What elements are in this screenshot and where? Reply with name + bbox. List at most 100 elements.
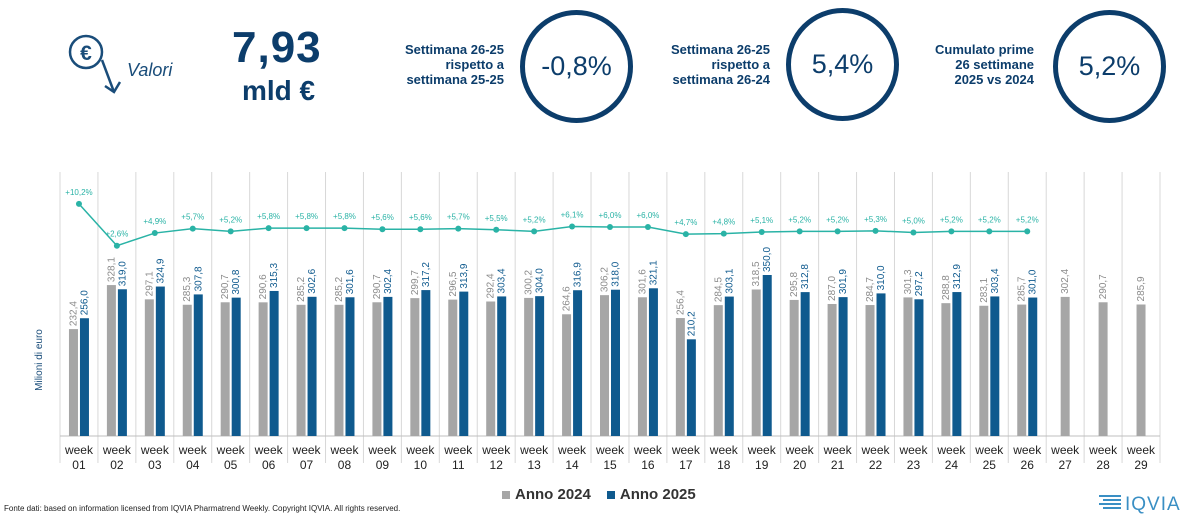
x-tick-label: week (216, 443, 246, 457)
bar-label-2024: 288,8 (941, 275, 952, 300)
x-tick-label: 06 (262, 458, 276, 472)
growth-label: +5,7% (447, 213, 470, 222)
growth-point (113, 242, 120, 249)
x-tick-label: 16 (641, 458, 655, 472)
kpi-3-circle: 5,2% (1053, 10, 1166, 123)
growth-label: +5,2% (978, 215, 1001, 224)
x-tick-label: week (64, 443, 94, 457)
bar-2024 (637, 297, 647, 436)
growth-point (872, 227, 879, 234)
growth-label: +10,2% (65, 188, 92, 197)
bar-2024 (827, 303, 837, 436)
x-tick-label: week (140, 443, 170, 457)
bar-label-2024: 232,4 (68, 301, 79, 326)
x-tick-label: week (1088, 443, 1118, 457)
bar-2025 (155, 286, 165, 436)
growth-point (151, 230, 158, 237)
x-tick-label: 20 (793, 458, 807, 472)
bar-2025 (345, 297, 355, 436)
growth-line (78, 203, 1028, 247)
x-tick-label: 17 (679, 458, 693, 472)
bar-label-2025: 302,4 (383, 268, 394, 293)
bar-label-2025: 303,1 (724, 268, 735, 293)
growth-point (417, 226, 424, 233)
bar-label-2025: 310,0 (876, 265, 887, 290)
growth-point (379, 226, 386, 233)
growth-point (986, 228, 993, 235)
x-tick-label: week (709, 443, 739, 457)
bar-label-2025: 297,2 (914, 271, 925, 296)
growth-point (493, 226, 500, 233)
growth-point (758, 228, 765, 235)
growth-label: +4,8% (712, 218, 735, 227)
euro-symbol: € (80, 42, 92, 65)
bar-2024 (524, 297, 534, 436)
bar-2024 (1017, 304, 1027, 436)
bar-2025 (1028, 297, 1038, 436)
x-tick-label: week (785, 443, 815, 457)
legend-label-2024: Anno 2024 (515, 486, 591, 503)
valori-label: Valori (127, 60, 173, 80)
bar-label-2024: 297,1 (144, 271, 155, 296)
bar-2025 (497, 296, 507, 436)
growth-point (720, 230, 727, 237)
bar-label-2025: 316,9 (573, 262, 584, 287)
x-tick-label: week (254, 443, 284, 457)
bar-label-2025: 256,0 (79, 290, 90, 315)
bar-label-2025: 315,3 (269, 262, 280, 287)
growth-label: +2,6% (105, 230, 128, 239)
bar-label-2024: 301,3 (903, 269, 914, 294)
bar-label-2024: 264,6 (562, 286, 573, 311)
bar-label-2025: 303,4 (990, 268, 1001, 293)
x-tick-label: week (747, 443, 777, 457)
kpi-1-circle: -0,8% (520, 10, 633, 123)
x-tick-label: 08 (338, 458, 352, 472)
bar-label-2025: 318,0 (611, 261, 622, 286)
bar-2025 (573, 290, 583, 436)
bar-2024 (562, 314, 572, 436)
bar-2025 (611, 289, 620, 436)
bar-2025 (459, 291, 469, 436)
bar-label-2024: 292,4 (486, 273, 497, 298)
x-tick-label: 07 (300, 458, 314, 472)
kpi-2-value: 5,4% (811, 49, 874, 79)
bar-label-2024: 285,2 (334, 276, 345, 301)
bar-2025 (724, 296, 734, 436)
bar-label-2024: 290,7 (372, 274, 383, 299)
growth-label: +5,2% (1016, 215, 1039, 224)
growth-label: +5,2% (523, 215, 546, 224)
bar-label-2025: 300,8 (231, 269, 242, 294)
legend-item-2024: Anno 2024 (502, 486, 591, 503)
bar-label-2024: 284,7 (865, 277, 876, 302)
x-tick-label: 11 (452, 458, 465, 472)
bar-label-2024: 284,5 (713, 277, 724, 302)
bar-2024 (486, 301, 496, 436)
growth-label: +5,6% (409, 213, 432, 222)
bar-2024 (1060, 296, 1070, 436)
bar-label-2025: 301,9 (838, 269, 849, 294)
growth-point (796, 228, 803, 235)
x-tick-label: week (861, 443, 891, 457)
growth-point (644, 224, 651, 230)
bar-label-2024: 300,2 (524, 269, 535, 294)
x-tick-label: 27 (1058, 458, 1072, 472)
bar-2025 (269, 290, 279, 436)
bar-label-2025: 307,8 (193, 266, 204, 291)
growth-label: +5,2% (788, 215, 811, 224)
bar-2025 (762, 275, 772, 436)
bar-label-2024: 285,3 (182, 276, 193, 301)
bar-label-2024: 295,8 (789, 271, 800, 296)
bar-2024 (941, 303, 951, 436)
bar-2024 (789, 299, 799, 436)
x-tick-label: week (519, 443, 549, 457)
growth-point (682, 231, 689, 238)
growth-point (265, 225, 272, 232)
x-tick-label: week (936, 443, 966, 457)
source-note: Fonte dati: based on information license… (4, 504, 401, 513)
x-tick-label: 24 (945, 458, 959, 472)
growth-label: +5,3% (864, 215, 887, 224)
x-tick-label: week (595, 443, 625, 457)
x-tick-label: week (1126, 443, 1156, 457)
x-tick-label: 09 (376, 458, 390, 472)
